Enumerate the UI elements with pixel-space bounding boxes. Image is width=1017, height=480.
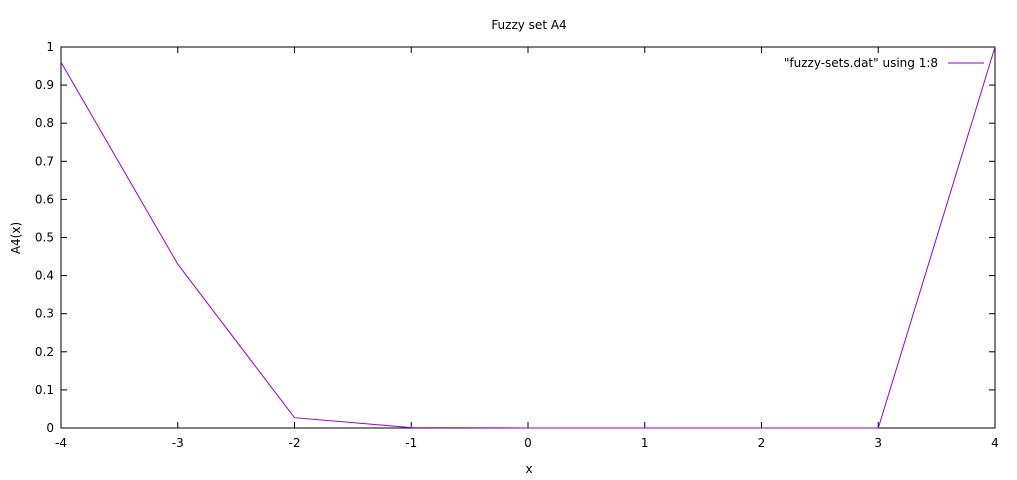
- x-tick-label: -3: [172, 436, 184, 450]
- y-tick-label: 0.9: [35, 78, 54, 92]
- x-axis: -4 -3 -2 -1 0 1 2 3 4: [55, 47, 999, 450]
- x-tick-label: -2: [289, 436, 301, 450]
- x-tick-label: 1: [641, 436, 649, 450]
- y-tick-label: 0.3: [35, 307, 54, 321]
- y-tick-label: 0.5: [35, 231, 54, 245]
- y-tick-label: 0: [46, 421, 54, 435]
- y-tick-label: 0.4: [35, 269, 54, 283]
- x-tick-label: 3: [874, 436, 882, 450]
- x-tick-label: -4: [55, 436, 67, 450]
- y-tick-label: 0.7: [35, 154, 54, 168]
- series-layer: [60, 46, 996, 429]
- legend: "fuzzy-sets.dat" using 1:8: [784, 56, 984, 70]
- y-axis: 0 0.1 0.2 0.3 0.4 0.5 0.6 0.7 0.8 0.9 1: [35, 40, 995, 435]
- plot-frame: [60, 46, 996, 429]
- x-tick-label: 4: [991, 436, 999, 450]
- y-tick-label: 0.1: [35, 383, 54, 397]
- x-axis-label: x: [525, 462, 532, 476]
- y-axis-label: A4(x): [9, 222, 23, 254]
- legend-label: "fuzzy-sets.dat" using 1:8: [784, 56, 938, 70]
- y-tick-label: 0.2: [35, 345, 54, 359]
- x-tick-label: 2: [758, 436, 766, 450]
- x-tick-label: 0: [524, 436, 532, 450]
- y-tick-label: 0.6: [35, 192, 54, 206]
- y-tick-label: 1: [46, 40, 54, 54]
- chart-title: Fuzzy set A4: [491, 18, 566, 32]
- x-tick-label: -1: [405, 436, 417, 450]
- y-tick-label: 0.8: [35, 116, 54, 130]
- series-line: [60, 46, 996, 429]
